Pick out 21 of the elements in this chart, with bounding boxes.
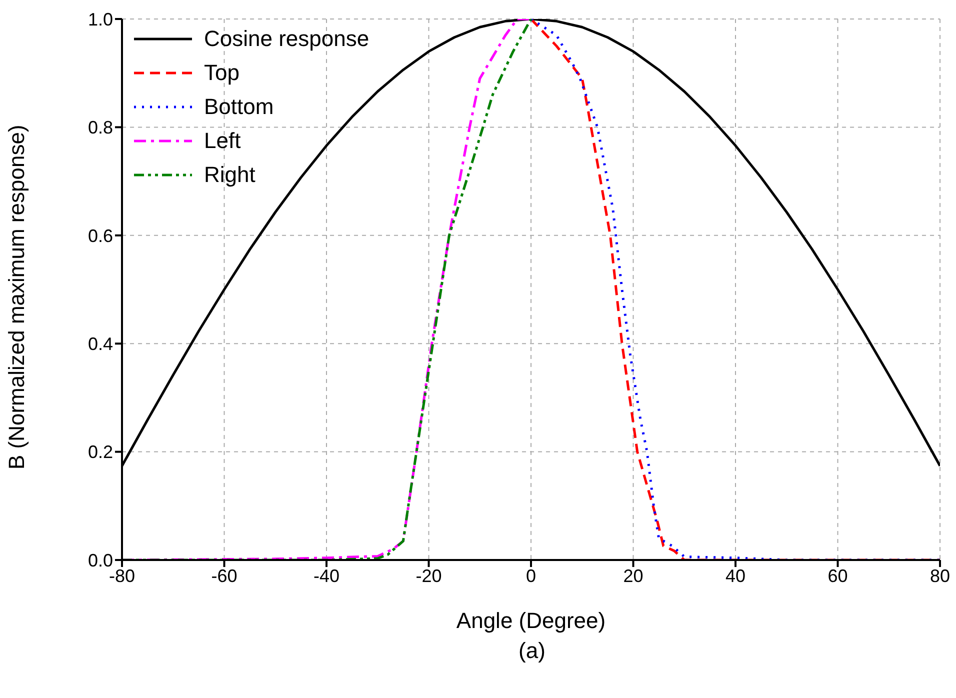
legend-label: Top <box>204 59 240 87</box>
x-tick-label: 0 <box>526 566 536 586</box>
y-tick-label: 0.2 <box>88 442 113 462</box>
y-tick-label: 1.0 <box>88 9 113 30</box>
y-axis-title: B (Normalized maximum response) <box>4 124 29 470</box>
x-tick-label: -40 <box>313 566 340 586</box>
legend-label: Right <box>204 161 256 189</box>
y-tick-label: 0.4 <box>88 334 113 354</box>
x-tick-label: 40 <box>725 566 746 586</box>
x-tick-label: -60 <box>211 566 238 586</box>
x-axis-title: Angle (Degree) <box>456 608 606 633</box>
y-tick-label: 0.8 <box>88 118 113 138</box>
x-tick-label: 20 <box>623 566 644 586</box>
legend-label: Bottom <box>204 93 274 121</box>
x-tick-label: 60 <box>828 566 848 586</box>
y-tick-label: 0.6 <box>88 226 113 246</box>
legend-label: Cosine response <box>204 25 370 53</box>
legend-label: Left <box>204 127 241 155</box>
text: (a) <box>518 638 546 664</box>
x-tick-label: 80 <box>930 566 950 586</box>
x-tick-label: -20 <box>416 566 442 586</box>
